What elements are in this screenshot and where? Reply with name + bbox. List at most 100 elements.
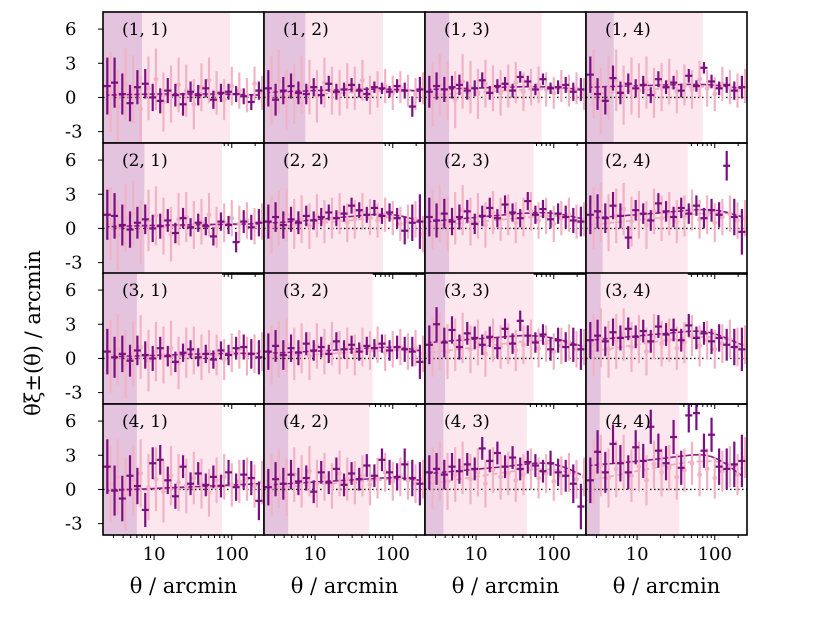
xi-minus-point — [513, 80, 519, 86]
xi-minus-point — [452, 472, 458, 478]
xi-minus-point — [536, 218, 542, 223]
xi-minus-point — [598, 98, 604, 104]
xi-minus-point — [543, 213, 549, 219]
xi-minus-point — [621, 332, 627, 337]
xi-minus-point — [259, 349, 264, 354]
x-tick-label: 10 — [626, 544, 649, 565]
xi-minus-point — [390, 479, 396, 484]
x-tick-label: 100 — [215, 544, 249, 565]
xi-plus-scale-cut-region — [103, 404, 137, 535]
xi-minus-point — [168, 345, 174, 351]
panel-4-3 — [425, 404, 586, 535]
panel-1-4 — [586, 12, 747, 143]
y-tick-label: 0 — [65, 218, 76, 239]
xi-minus-point — [115, 232, 121, 238]
xi-plus-scale-cut-region — [425, 273, 446, 404]
xi-minus-point — [236, 479, 242, 484]
xi-minus-point — [735, 472, 740, 478]
xi-minus-point — [460, 79, 466, 84]
panel-3-3 — [425, 273, 586, 404]
xi-minus-point — [161, 489, 166, 495]
y-tick-label: 6 — [65, 19, 76, 40]
xi-minus-point — [606, 346, 611, 352]
xi-minus-point — [505, 341, 511, 347]
y-tick-label: 3 — [65, 53, 76, 74]
xi-minus-point — [674, 219, 680, 225]
xi-minus-point — [712, 91, 718, 97]
panel-2-3 — [425, 143, 586, 274]
panel-label: (2, 3) — [444, 151, 490, 171]
xi-minus-point — [666, 337, 672, 343]
xi-minus-point — [176, 82, 181, 88]
xi-minus-point — [413, 91, 418, 97]
xi-minus-point — [307, 84, 312, 90]
xi-minus-point — [674, 345, 680, 351]
xi-minus-point — [742, 342, 747, 348]
xi-minus-point — [629, 344, 634, 350]
y-tick-label: -3 — [65, 253, 83, 274]
xi-minus-point — [682, 82, 687, 88]
panel-3-2 — [264, 273, 425, 404]
xi-minus-point — [115, 346, 121, 352]
panel-label: (1, 2) — [283, 20, 329, 40]
x-tick-label: 100 — [537, 544, 571, 565]
xi-minus-point — [146, 484, 151, 490]
xi-minus-point — [727, 211, 733, 217]
xi-minus-point — [108, 221, 113, 227]
xi-minus-point — [659, 215, 664, 221]
xi-minus-point — [314, 481, 320, 487]
xi-minus-point — [727, 336, 733, 342]
x-axis-label: θ / arcmin — [613, 574, 721, 598]
xi-minus-point — [475, 469, 481, 475]
panel-label: (4, 3) — [444, 412, 490, 432]
xi-minus-point — [689, 87, 695, 92]
panel-2-2 — [264, 143, 425, 274]
xi-minus-point — [382, 469, 388, 475]
xi-minus-point — [123, 361, 128, 367]
x-axis-label: θ / arcmin — [130, 574, 238, 598]
xi-minus-point — [420, 476, 425, 482]
xi-minus-point — [221, 474, 227, 480]
panel-label: (4, 2) — [283, 412, 329, 432]
xi-minus-point — [651, 208, 657, 214]
xi-minus-point — [176, 480, 181, 485]
xi-minus-point — [307, 353, 312, 359]
xi-minus-point — [551, 90, 557, 96]
xi-minus-point — [735, 218, 740, 223]
panel-4-2 — [264, 404, 425, 535]
x-axis-ticks: 10 100 θ / arcmin 10 100 θ / arcmin 10 100 θ / a… — [130, 544, 732, 598]
xi-minus-point — [490, 210, 496, 215]
x-axis-label: θ / arcmin — [452, 574, 560, 598]
xi-minus-point — [307, 468, 312, 474]
xi-minus-point — [168, 473, 174, 479]
panel-4-4 — [586, 404, 747, 535]
xi-minus-point — [712, 346, 718, 352]
y-tick-label: 3 — [65, 445, 76, 466]
xi-minus-point — [430, 92, 435, 98]
xi-minus-point — [344, 220, 350, 226]
xi-minus-point — [344, 476, 350, 482]
xi-minus-point — [460, 335, 466, 341]
y-tick-label: 3 — [65, 314, 76, 335]
xi-minus-point — [329, 483, 335, 489]
xi-minus-point — [651, 461, 657, 467]
x-tick-label: 100 — [376, 544, 410, 565]
xi-minus-point — [337, 350, 342, 356]
xi-minus-point — [221, 357, 227, 362]
y-tick-label: 0 — [65, 348, 76, 369]
panel-1-1 — [103, 12, 264, 143]
xi-minus-point — [214, 477, 220, 483]
xi-minus-point — [352, 216, 358, 222]
xi-minus-point — [284, 212, 289, 218]
xi-minus-point — [307, 223, 312, 229]
xi-minus-point — [269, 352, 274, 358]
xi-minus-point — [591, 81, 596, 87]
xi-minus-point — [613, 213, 619, 219]
xi-minus-point — [153, 213, 159, 219]
xi-minus-point — [697, 76, 703, 82]
xi-minus-point — [276, 79, 282, 84]
xi-minus-point — [468, 476, 473, 482]
xi-minus-point — [521, 89, 526, 95]
panel-label: (1, 3) — [444, 20, 490, 40]
